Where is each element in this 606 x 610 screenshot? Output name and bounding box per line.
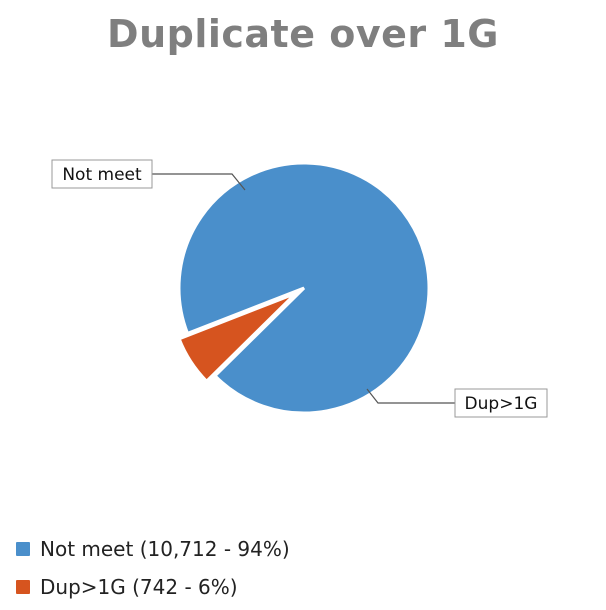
legend-item-not-meet[interactable]: Not meet (10,712 - 94%): [16, 530, 290, 568]
legend-swatch-not-meet: [16, 542, 30, 556]
leader-line: [366, 388, 455, 404]
legend-swatch-dup-1g: [16, 580, 30, 594]
legend-item-dup-1g[interactable]: Dup>1G (742 - 6%): [16, 568, 290, 606]
leader-line: [152, 173, 246, 191]
slice-label-not-meet: Not meet: [62, 165, 142, 185]
slice-label-box: [454, 388, 548, 418]
pie-slice-dup-1g[interactable]: [177, 292, 297, 384]
slice-label-dup-1g: Dup>1G: [465, 394, 538, 414]
legend-label-dup-1g: Dup>1G (742 - 6%): [40, 575, 238, 599]
slice-label-box: [51, 159, 153, 189]
pie-slice-not-meet[interactable]: [177, 161, 431, 415]
legend-label-not-meet: Not meet (10,712 - 94%): [40, 537, 290, 561]
legend: Not meet (10,712 - 94%) Dup>1G (742 - 6%…: [16, 530, 290, 606]
chart-title: Duplicate over 1G: [107, 12, 499, 56]
